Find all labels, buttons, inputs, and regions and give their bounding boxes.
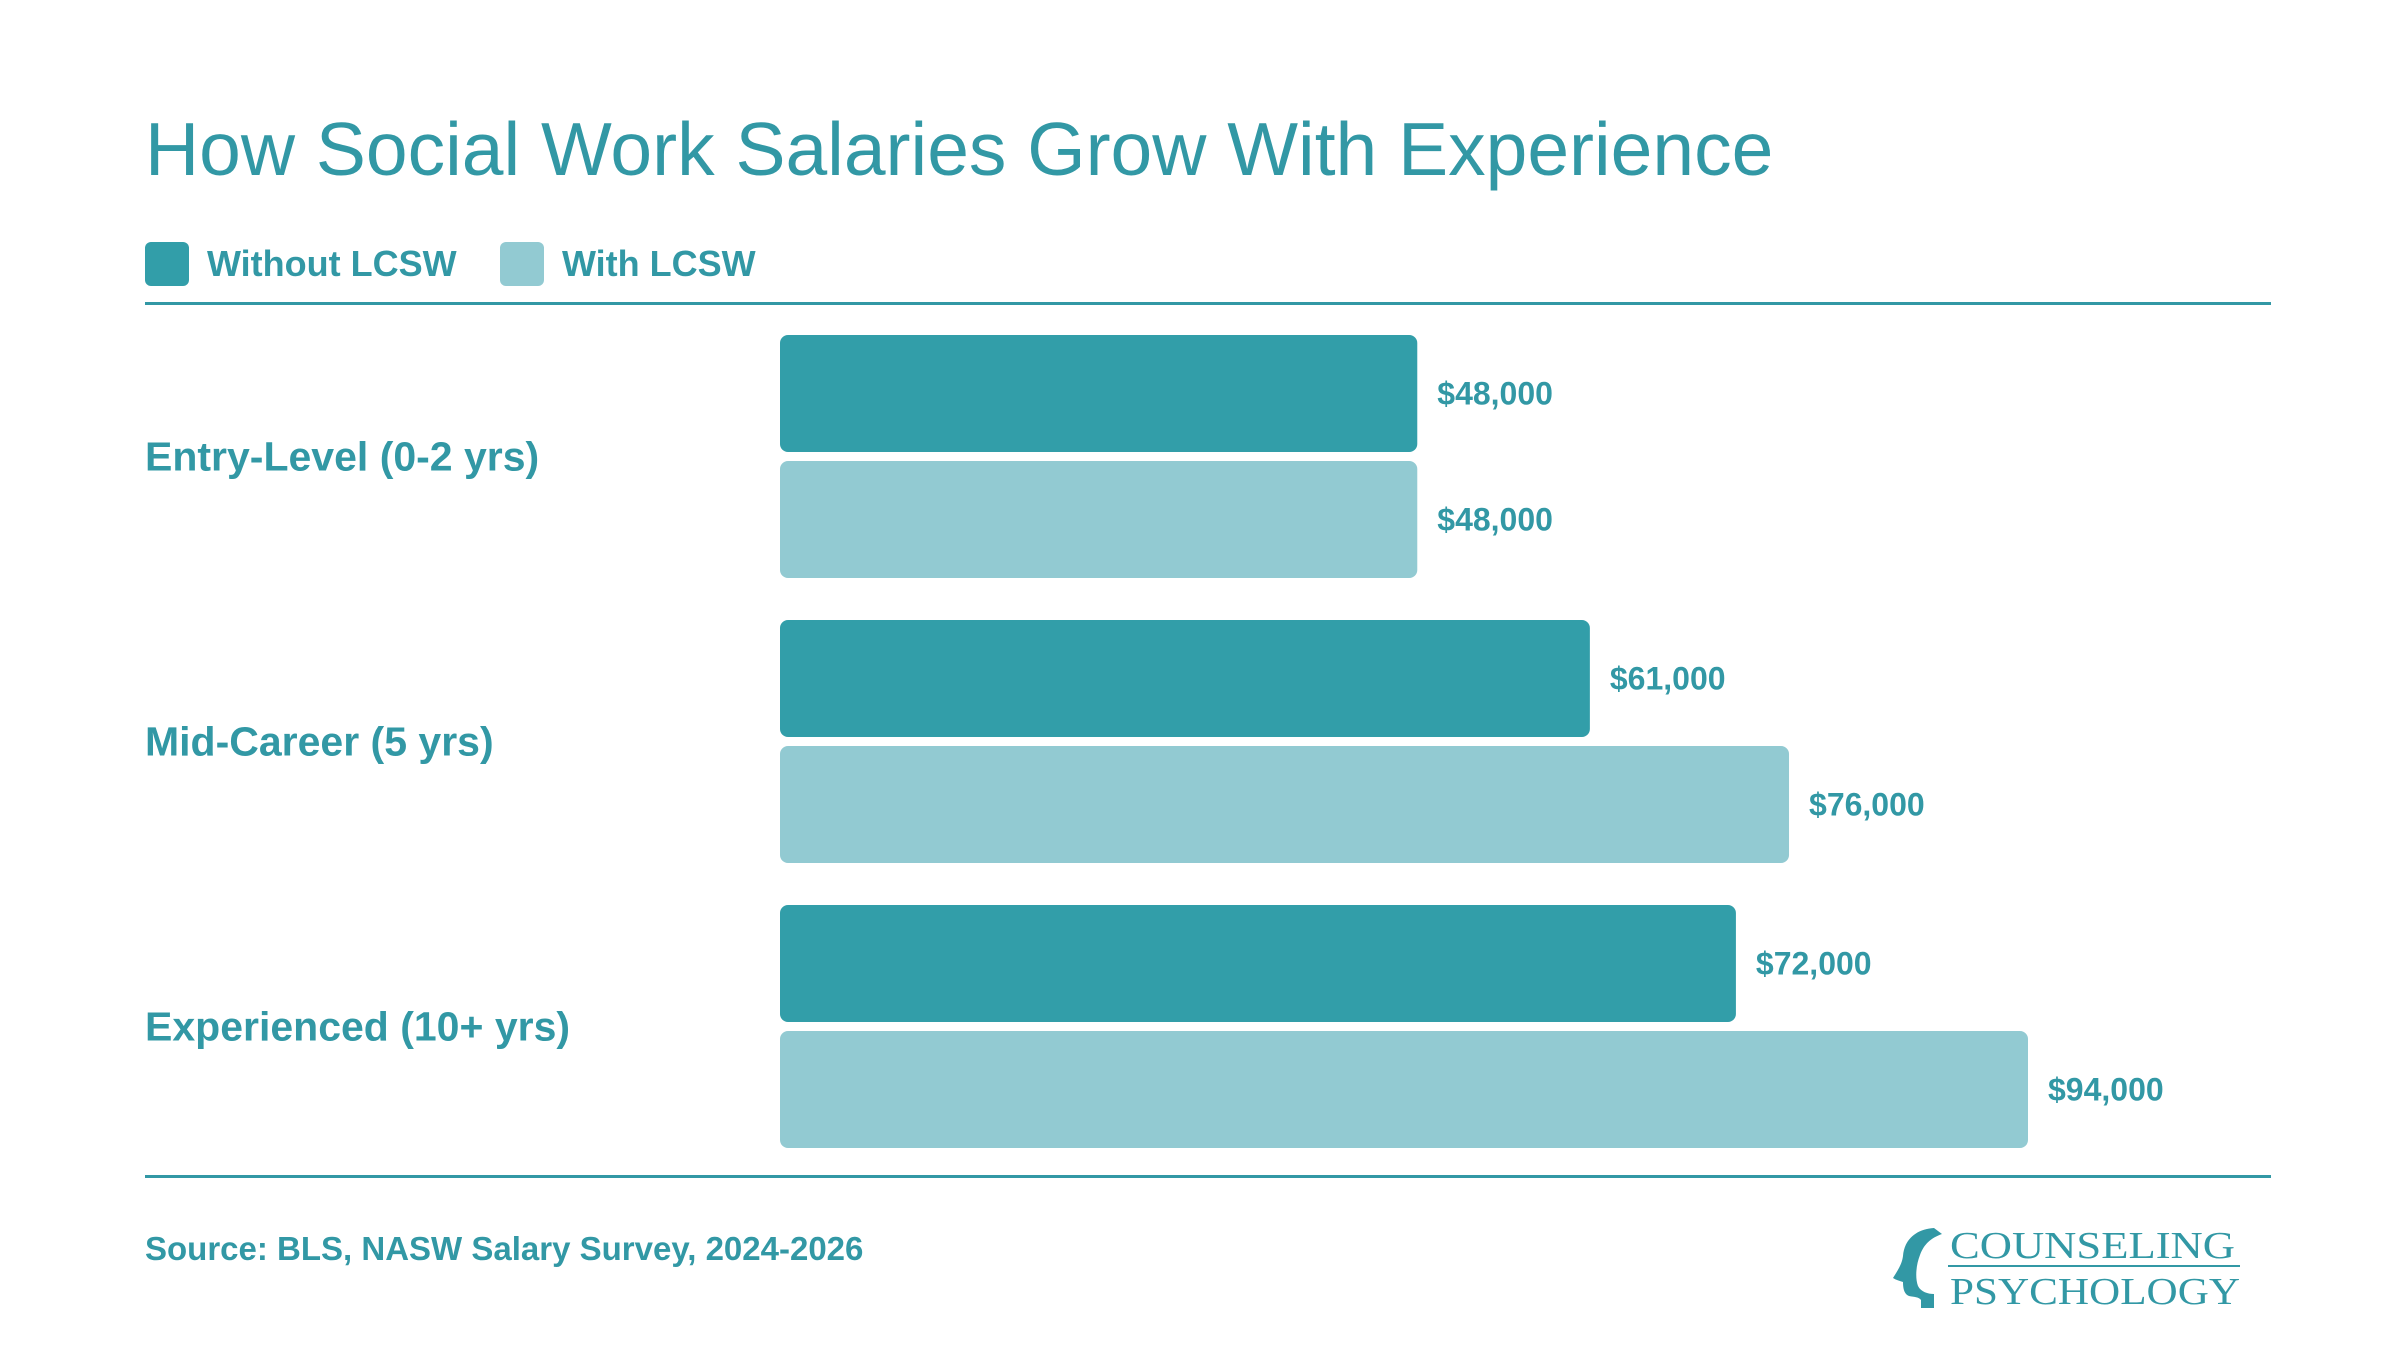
legend-item-with-lcsw: With LCSW (500, 242, 756, 286)
value-label-experienced-10-yrs-with-lcsw: $94,000 (2048, 1072, 2164, 1108)
legend-swatch-with-lcsw (500, 242, 544, 286)
bottom-divider (145, 1175, 2271, 1178)
legend-item-without-lcsw: Without LCSW (145, 242, 457, 286)
bar-experienced-10-yrs-without-lcsw (780, 905, 1736, 1022)
chart-title: How Social Work Salaries Grow With Exper… (145, 107, 1774, 191)
head-profile-icon (1893, 1228, 1942, 1308)
legend-swatch-without-lcsw (145, 242, 189, 286)
bar-entry-level-0-2-yrs-with-lcsw (780, 461, 1418, 578)
top-divider (145, 302, 2271, 305)
logo-line-1: COUNSELING (1950, 1225, 2235, 1267)
counseling-psychology-logo: COUNSELING PSYCHOLOGY (1893, 1225, 2240, 1310)
category-label-experienced-10-yrs: Experienced (10+ yrs) (145, 1004, 570, 1050)
category-label-entry-level-0-2-yrs: Entry-Level (0-2 yrs) (145, 434, 539, 480)
bar-mid-career-5-yrs-without-lcsw (780, 620, 1590, 737)
source-note: Source: BLS, NASW Salary Survey, 2024-20… (145, 1230, 864, 1267)
value-label-entry-level-0-2-yrs-without-lcsw: $48,000 (1437, 376, 1553, 412)
category-label-mid-career-5-yrs: Mid-Career (5 yrs) (145, 719, 494, 765)
legend-label-with-lcsw: With LCSW (562, 243, 756, 284)
value-label-mid-career-5-yrs-without-lcsw: $61,000 (1610, 661, 1726, 697)
value-label-mid-career-5-yrs-with-lcsw: $76,000 (1809, 787, 1925, 823)
bar-mid-career-5-yrs-with-lcsw (780, 746, 1790, 863)
value-label-experienced-10-yrs-without-lcsw: $72,000 (1756, 946, 1872, 982)
bar-experienced-10-yrs-with-lcsw (780, 1031, 2028, 1148)
legend-label-without-lcsw: Without LCSW (207, 243, 457, 284)
value-label-entry-level-0-2-yrs-with-lcsw: $48,000 (1437, 502, 1553, 538)
bar-entry-level-0-2-yrs-without-lcsw (780, 335, 1418, 452)
logo-line-2: PSYCHOLOGY (1950, 1271, 2240, 1310)
